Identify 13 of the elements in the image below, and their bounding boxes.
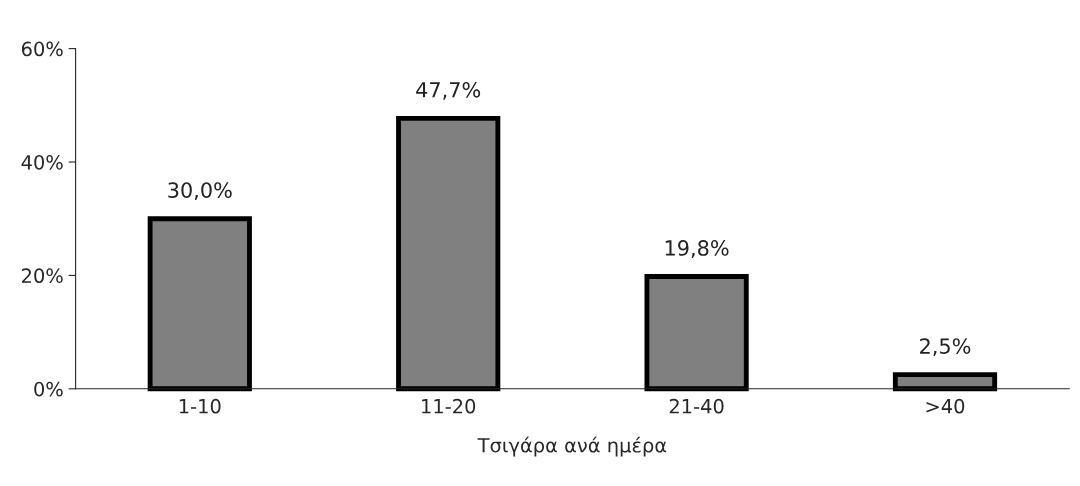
x-tick-label: 11-20 (422, 398, 476, 414)
data-label: 30,0% (168, 182, 232, 201)
data-label: 19,8% (665, 240, 729, 258)
x-tick-label: 21-40 (669, 398, 724, 414)
x-tick-label: 1-10 (179, 398, 221, 414)
x-tick-label: >40 (926, 398, 965, 414)
y-tick-label: 40% (21, 154, 63, 170)
y-tick-label: 0% (34, 381, 63, 397)
y-tick-label: 20% (22, 268, 63, 284)
x-axis-title: Τσιγάρα ανά ημέρα (477, 436, 667, 457)
data-label: 47,7% (416, 81, 481, 100)
y-tick-label: 60% (21, 41, 63, 57)
data-label: 2,5% (920, 338, 971, 357)
